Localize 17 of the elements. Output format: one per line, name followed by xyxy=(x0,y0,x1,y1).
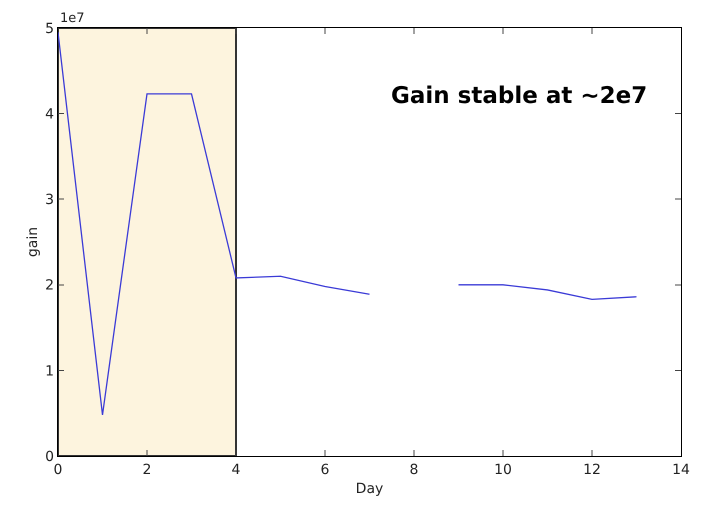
x-tick-label: 12 xyxy=(583,462,601,478)
x-tick-label: 8 xyxy=(410,462,418,478)
y-tick-label: 2 xyxy=(45,278,54,294)
y-axis-title: gain xyxy=(24,226,41,258)
annotation: Gain stable at ~2e7 xyxy=(391,83,648,109)
y-tick-label: 1 xyxy=(45,363,54,380)
y-tick-label: 4 xyxy=(45,106,54,122)
x-tick-label: 6 xyxy=(320,462,330,478)
x-tick-label: 10 xyxy=(494,462,512,478)
y-tick-label: 3 xyxy=(45,192,54,208)
x-tick-label: 14 xyxy=(672,462,690,478)
x-tick-label: 4 xyxy=(232,462,241,478)
x-axis-title: Day xyxy=(356,481,384,498)
x-tick-label: 2 xyxy=(142,462,152,478)
y-tick-label: 5 xyxy=(45,20,54,37)
text: 1e7 xyxy=(60,11,85,26)
y-tick-label: 0 xyxy=(45,448,54,465)
